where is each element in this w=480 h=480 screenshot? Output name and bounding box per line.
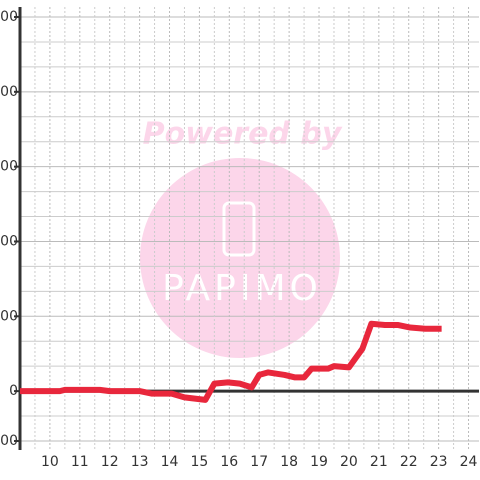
y-tick-label: -20,000 bbox=[0, 433, 18, 449]
x-tick-label: 18 bbox=[280, 454, 298, 470]
x-tick-label: 22 bbox=[400, 454, 418, 470]
x-tick-label: 14 bbox=[161, 454, 179, 470]
y-tick-label: 30,000 bbox=[0, 308, 18, 324]
y-tick-label: 60,000 bbox=[0, 233, 18, 249]
x-tick-label: 16 bbox=[220, 454, 238, 470]
watermark-top: Powered by bbox=[143, 117, 343, 152]
x-tick-label: 24 bbox=[460, 454, 478, 470]
x-tick-label: 15 bbox=[190, 454, 208, 470]
x-tick-label: 17 bbox=[250, 454, 268, 470]
y-tick-label: 150,000 bbox=[0, 9, 18, 25]
x-tick-label: 23 bbox=[430, 454, 448, 470]
x-tick-label: 12 bbox=[101, 454, 119, 470]
x-tick-label: 19 bbox=[310, 454, 328, 470]
watermark-bottom: PAPIMO bbox=[162, 268, 322, 309]
x-tick-label: 10 bbox=[41, 454, 59, 470]
x-tick-label: 13 bbox=[131, 454, 149, 470]
watermark-circle bbox=[140, 158, 340, 358]
y-tick-label: 90,000 bbox=[0, 159, 18, 175]
x-tick-label: 21 bbox=[370, 454, 388, 470]
y-tick-label: 120,000 bbox=[0, 84, 18, 100]
x-tick-label: 11 bbox=[71, 454, 89, 470]
watermark-phone bbox=[222, 201, 256, 257]
x-tick-label: 20 bbox=[340, 454, 358, 470]
y-tick-label: 0 bbox=[9, 383, 18, 399]
data-line bbox=[20, 320, 442, 403]
